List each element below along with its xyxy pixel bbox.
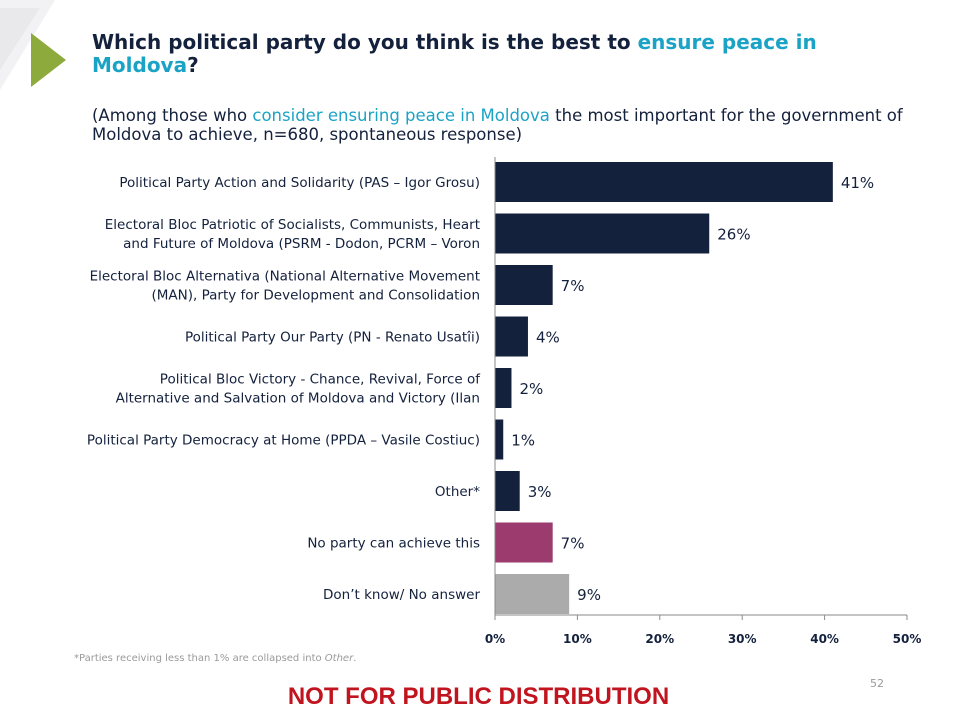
page-number: 52 — [870, 677, 884, 690]
category-label-8: Don’t know/ No answer — [323, 587, 480, 603]
subtitle-text-2: the most important for the government of… — [92, 106, 903, 144]
category-label-line: Other* — [435, 484, 480, 500]
category-label-3: Political Party Our Party (PN - Renato U… — [185, 330, 480, 346]
value-label-8: 9% — [577, 586, 601, 604]
x-tick-label-0: 0% — [485, 632, 505, 646]
value-label-7: 7% — [561, 535, 585, 553]
footnote-italic: Other — [324, 653, 354, 664]
slide-subtitle: (Among those who consider ensuring peace… — [92, 106, 912, 144]
footnote: *Parties receiving less than 1% are coll… — [74, 653, 356, 664]
x-tick-label-3: 30% — [728, 632, 757, 646]
footnote-end: . — [353, 653, 357, 664]
bar-5 — [495, 419, 504, 460]
category-label-line: No party can achieve this — [307, 536, 480, 552]
category-label-line: Political Party Democracy at Home (PPDA … — [87, 433, 480, 449]
category-label-5: Political Party Democracy at Home (PPDA … — [87, 433, 480, 449]
category-label-line: Electoral Bloc Patriotic of Socialists, … — [105, 217, 480, 233]
value-label-1: 26% — [717, 226, 750, 244]
value-label-3: 4% — [536, 329, 560, 347]
title-end: ? — [187, 53, 199, 77]
subtitle-highlight: consider ensuring peace in Moldova — [252, 106, 550, 125]
bar-2 — [495, 265, 553, 305]
x-tick-label-2: 20% — [645, 632, 674, 646]
category-label-1: Electoral Bloc Patriotic of Socialists, … — [105, 217, 480, 252]
category-label-2: Electoral Bloc Alternativa (National Alt… — [90, 269, 480, 304]
value-label-2: 7% — [561, 277, 585, 295]
category-label-line: Don’t know/ No answer — [323, 587, 480, 603]
category-label-line: and Future of Moldova (PSRM - Dodon, PCR… — [123, 236, 480, 252]
bar-1 — [495, 213, 710, 254]
bar-7 — [495, 522, 553, 563]
value-label-0: 41% — [841, 174, 874, 192]
value-label-4: 2% — [519, 380, 543, 398]
footnote-text: *Parties receiving less than 1% are coll… — [74, 653, 325, 664]
bar-3 — [495, 316, 528, 357]
slide-title: Which political party do you think is th… — [92, 31, 852, 77]
value-label-6: 3% — [528, 483, 552, 501]
decor-stripe-2 — [0, 8, 40, 70]
category-label-7: No party can achieve this — [307, 536, 480, 552]
bar-8 — [495, 574, 570, 614]
title-highlight: ensure peace in Moldova — [92, 30, 817, 77]
title-text: Which political party do you think is th… — [92, 30, 638, 54]
category-label-0: Political Party Action and Solidarity (P… — [119, 175, 480, 191]
category-label-line: Political Party Action and Solidarity (P… — [119, 175, 480, 191]
category-label-6: Other* — [435, 484, 480, 500]
bar-0 — [495, 162, 833, 202]
play-arrow-icon — [31, 33, 66, 87]
category-label-4: Political Bloc Victory - Chance, Revival… — [116, 372, 482, 407]
x-tick-label-4: 40% — [810, 632, 839, 646]
x-tick-label-5: 50% — [893, 632, 922, 646]
bar-6 — [495, 471, 520, 511]
value-label-5: 1% — [511, 432, 535, 450]
category-label-line: (MAN), Party for Development and Consoli… — [152, 288, 480, 304]
category-label-line: Alternative and Salvation of Moldova and… — [116, 391, 480, 407]
category-label-line: Political Party Our Party (PN - Renato U… — [185, 330, 480, 346]
bar-4 — [495, 368, 512, 408]
x-tick-label-1: 10% — [563, 632, 592, 646]
category-label-line: Political Bloc Victory - Chance, Revival… — [160, 372, 481, 388]
category-label-line: Electoral Bloc Alternativa (National Alt… — [90, 269, 480, 285]
distribution-notice: NOT FOR PUBLIC DISTRIBUTION — [287, 683, 670, 710]
subtitle-text-1: (Among those who — [92, 106, 253, 125]
